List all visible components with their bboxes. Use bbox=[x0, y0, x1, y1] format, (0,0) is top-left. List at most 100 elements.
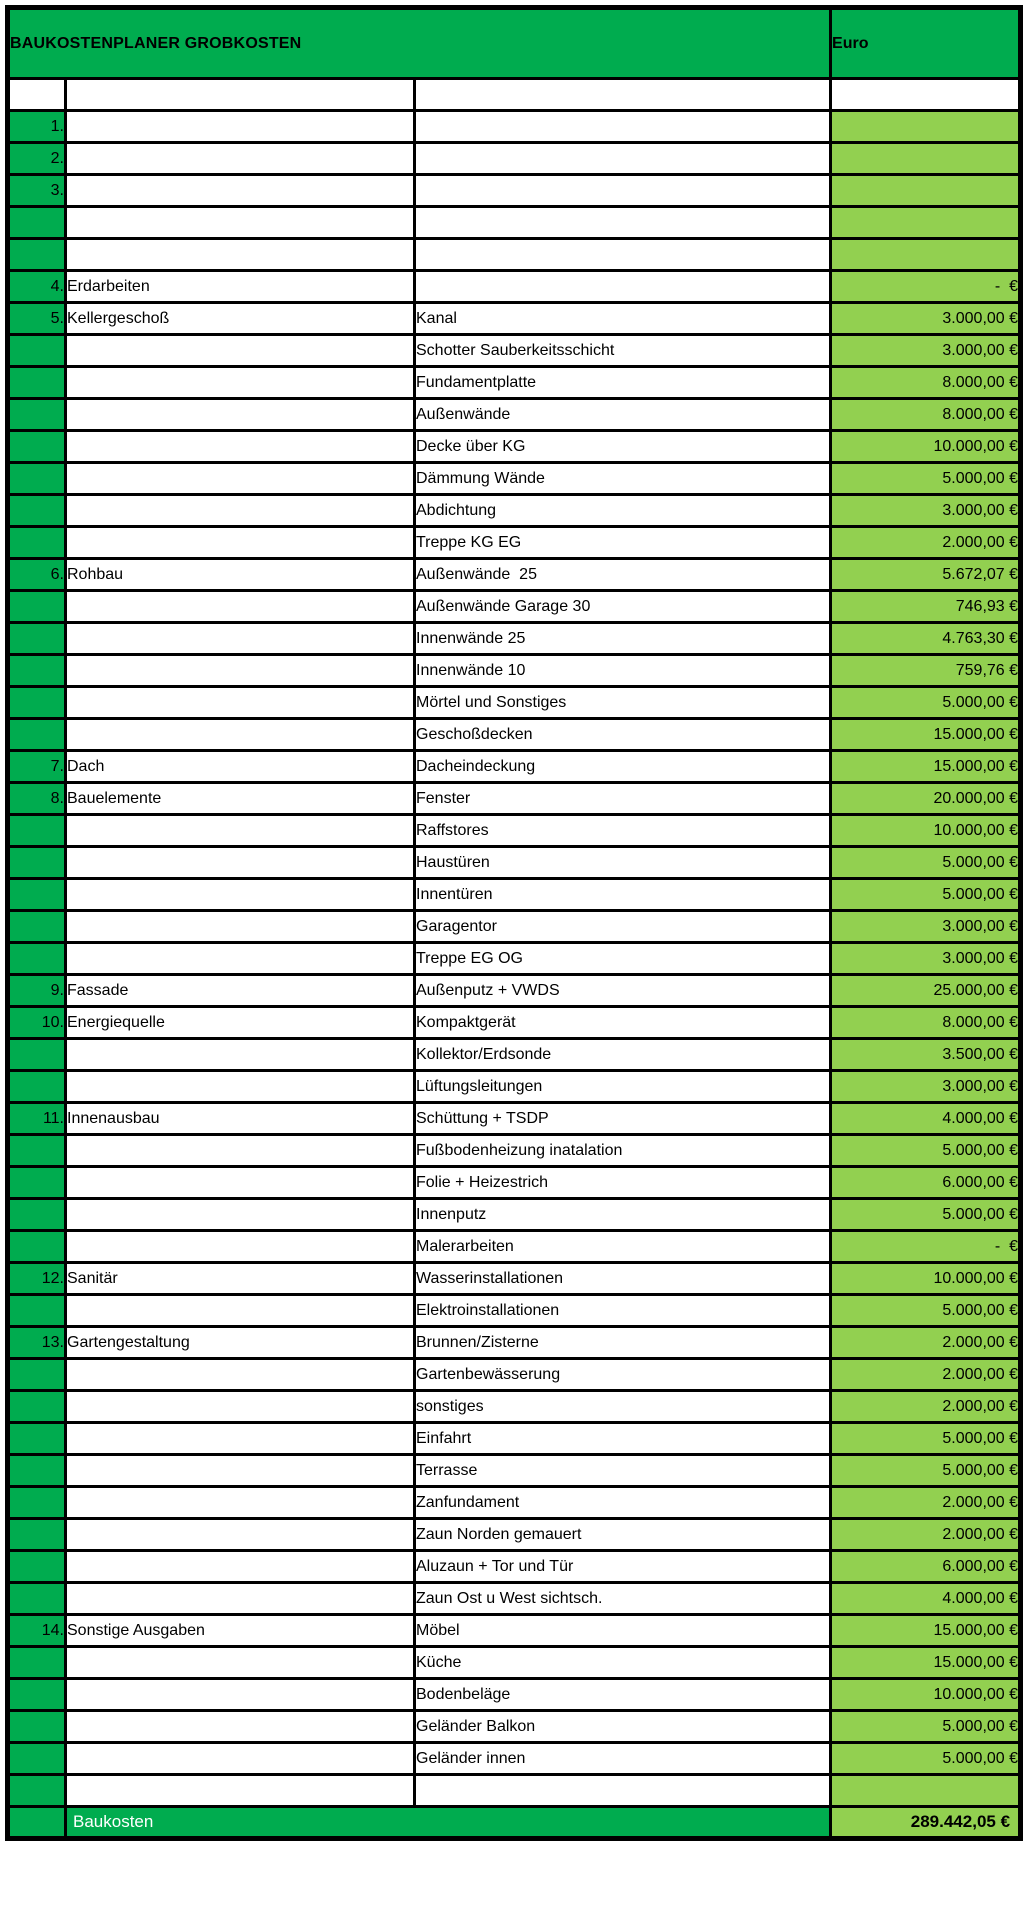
page-title: BAUKOSTENPLANER GROBKOSTEN bbox=[5, 6, 833, 80]
table-row: Innenwände 25 4.763,30 € bbox=[6, 621, 1023, 656]
table-row: Treppe EG OG 3.000,00 € bbox=[6, 941, 1023, 976]
table-row: Treppe KG EG 2.000,00 € bbox=[6, 525, 1023, 560]
table-row: Fußbodenheizung inatalation 5.000,00 € bbox=[6, 1133, 1023, 1168]
category-cell bbox=[64, 397, 416, 432]
row-number-cell bbox=[6, 877, 67, 912]
item-cell: Lüftungsleitungen bbox=[412, 1069, 833, 1104]
value-cell: 5.000,00 € bbox=[829, 461, 1023, 496]
value-cell: 5.000,00 € bbox=[829, 845, 1023, 880]
row-number-cell bbox=[6, 429, 67, 464]
item-cell: Schotter Sauberkeitsschicht bbox=[412, 333, 833, 368]
value-cell: 15.000,00 € bbox=[829, 749, 1023, 784]
row-number-cell bbox=[6, 845, 67, 880]
value-cell: 759,76 € bbox=[829, 653, 1023, 688]
value-cell: - € bbox=[829, 1229, 1023, 1264]
category-cell bbox=[64, 909, 416, 944]
table-row bbox=[6, 77, 1023, 112]
row-number-cell bbox=[6, 1229, 67, 1264]
total-row: Baukosten 289.442,05 € bbox=[6, 1805, 1023, 1840]
value-cell: 5.000,00 € bbox=[829, 1197, 1023, 1232]
item-cell: Fundamentplatte bbox=[412, 365, 833, 400]
table-row: Innentüren 5.000,00 € bbox=[6, 877, 1023, 912]
item-cell: Kollektor/Erdsonde bbox=[412, 1037, 833, 1072]
value-cell: 20.000,00 € bbox=[829, 781, 1023, 816]
category-cell bbox=[64, 877, 416, 912]
value-cell: 5.000,00 € bbox=[829, 1293, 1023, 1328]
euro-column-header: Euro bbox=[829, 6, 1023, 80]
category-cell: Sanitär bbox=[64, 1261, 416, 1296]
table-row: Elektroinstallationen 5.000,00 € bbox=[6, 1293, 1023, 1328]
total-value: 289.442,05 € bbox=[829, 1805, 1023, 1840]
value-cell: 2.000,00 € bbox=[829, 1389, 1023, 1424]
table-row: Dämmung Wände 5.000,00 € bbox=[6, 461, 1023, 496]
table-row: Gartenbewässerung 2.000,00 € bbox=[6, 1357, 1023, 1392]
category-cell bbox=[64, 1165, 416, 1200]
value-cell: 8.000,00 € bbox=[829, 1005, 1023, 1040]
category-cell bbox=[64, 173, 416, 208]
item-cell: Brunnen/Zisterne bbox=[412, 1325, 833, 1360]
row-number-cell bbox=[6, 1165, 67, 1200]
row-number-cell bbox=[6, 1293, 67, 1328]
total-label: Baukosten bbox=[63, 1805, 833, 1840]
item-cell bbox=[412, 173, 833, 208]
category-cell bbox=[64, 237, 416, 272]
item-cell: Einfahrt bbox=[412, 1421, 833, 1456]
row-number-cell bbox=[6, 717, 67, 752]
row-number-cell bbox=[6, 1133, 67, 1168]
category-cell bbox=[64, 1293, 416, 1328]
category-cell: Fassade bbox=[64, 973, 416, 1008]
row-number-cell: 13. bbox=[6, 1325, 67, 1360]
table-row: Schotter Sauberkeitsschicht 3.000,00 € bbox=[6, 333, 1023, 368]
table-row: Garagentor 3.000,00 € bbox=[6, 909, 1023, 944]
category-cell bbox=[64, 1677, 416, 1712]
value-cell: 4.000,00 € bbox=[829, 1101, 1023, 1136]
row-number-cell: 9. bbox=[6, 973, 67, 1008]
category-cell bbox=[64, 1357, 416, 1392]
category-cell bbox=[64, 429, 416, 464]
table-row: 7. Dach Dacheindeckung 15.000,00 € bbox=[6, 749, 1023, 784]
row-number-cell bbox=[6, 1485, 67, 1520]
value-cell: 5.000,00 € bbox=[829, 1741, 1023, 1776]
row-number-cell bbox=[6, 525, 67, 560]
item-cell: Zaun Ost u West sichtsch. bbox=[412, 1581, 833, 1616]
row-number-cell bbox=[6, 1357, 67, 1392]
row-number-cell: 3. bbox=[6, 173, 67, 208]
table-row: Haustüren 5.000,00 € bbox=[6, 845, 1023, 880]
row-number-cell bbox=[6, 1741, 67, 1776]
row-number-cell: 8. bbox=[6, 781, 67, 816]
table-row: 10. Energiequelle Kompaktgerät 8.000,00 € bbox=[6, 1005, 1023, 1040]
category-cell bbox=[64, 333, 416, 368]
item-cell: Außenputz + VWDS bbox=[412, 973, 833, 1008]
row-number-cell bbox=[6, 1549, 67, 1584]
value-cell: 15.000,00 € bbox=[829, 717, 1023, 752]
table-row: Folie + Heizestrich 6.000,00 € bbox=[6, 1165, 1023, 1200]
row-number-cell bbox=[6, 1645, 67, 1680]
value-cell: 3.000,00 € bbox=[829, 333, 1023, 368]
item-cell: Küche bbox=[412, 1645, 833, 1680]
row-number-cell bbox=[6, 77, 67, 112]
item-cell: Geländer Balkon bbox=[412, 1709, 833, 1744]
table-row: Fundamentplatte 8.000,00 € bbox=[6, 365, 1023, 400]
category-cell: Rohbau bbox=[64, 557, 416, 592]
item-cell: Schüttung + TSDP bbox=[412, 1101, 833, 1136]
table-row: Geländer Balkon 5.000,00 € bbox=[6, 1709, 1023, 1744]
item-cell: Mörtel und Sonstiges bbox=[412, 685, 833, 720]
item-cell bbox=[412, 77, 833, 112]
value-cell: 8.000,00 € bbox=[829, 397, 1023, 432]
item-cell: Treppe KG EG bbox=[412, 525, 833, 560]
table-row: Geschoßdecken 15.000,00 € bbox=[6, 717, 1023, 752]
row-number-cell: 4. bbox=[6, 269, 67, 304]
item-cell: Aluzaun + Tor und Tür bbox=[412, 1549, 833, 1584]
category-cell bbox=[64, 1581, 416, 1616]
item-cell bbox=[412, 269, 833, 304]
item-cell: sonstiges bbox=[412, 1389, 833, 1424]
value-cell bbox=[829, 1773, 1023, 1808]
table-row: Kollektor/Erdsonde 3.500,00 € bbox=[6, 1037, 1023, 1072]
table-row: Abdichtung 3.000,00 € bbox=[6, 493, 1023, 528]
table-row: 5. Kellergeschoß Kanal 3.000,00 € bbox=[6, 301, 1023, 336]
item-cell bbox=[412, 109, 833, 144]
row-number-cell bbox=[6, 1677, 67, 1712]
category-cell bbox=[64, 1389, 416, 1424]
item-cell: Fenster bbox=[412, 781, 833, 816]
category-cell bbox=[64, 1741, 416, 1776]
